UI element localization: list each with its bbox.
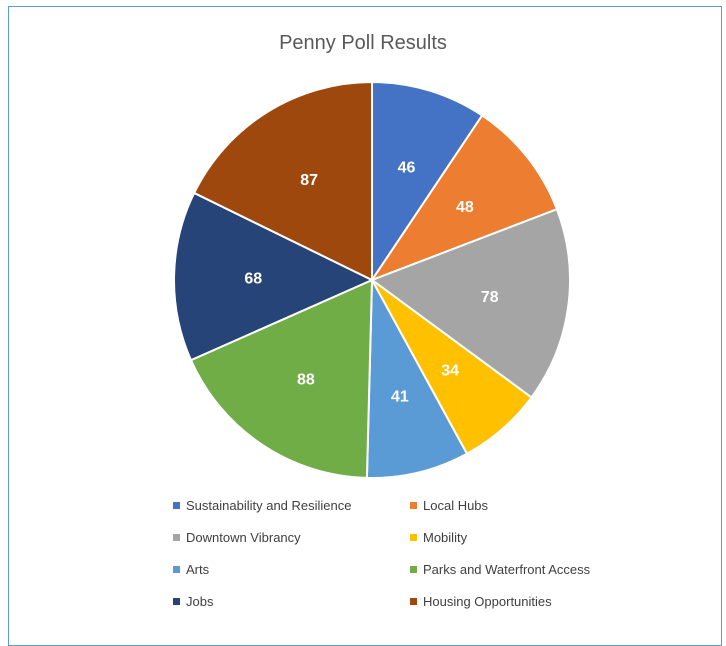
data-label: 41 [391,388,409,405]
legend-swatch [173,534,180,541]
pie-slice-downtown-vibrancy [369,207,571,399]
legend-swatch [173,502,180,509]
legend-label: Sustainability and Resilience [186,498,352,513]
data-label: 78 [481,289,499,306]
legend-swatch [410,502,417,509]
pie-slice-local-hubs [369,114,559,283]
chart-title: Penny Poll Results [279,32,447,54]
legend-item: Sustainability and Resilience [173,498,351,513]
legend-swatch [410,598,417,605]
data-label: 46 [398,159,416,176]
legend-item: Jobs [173,594,213,609]
legend-swatch [410,534,417,541]
legend-label: Jobs [186,594,214,609]
legend-item: Mobility [410,530,467,545]
data-label: 34 [441,362,459,379]
pie-slice-sustainability-and-resilience [371,80,484,284]
data-label: 87 [300,172,318,189]
data-label: 88 [297,372,315,389]
legend-label: Parks and Waterfront Access [423,562,591,577]
legend-item: Housing Opportunities [410,594,552,609]
legend-item: Downtown Vibrancy [173,530,301,545]
legend-label: Housing Opportunities [423,594,552,609]
pie-slice-parks-and-waterfront-access [189,278,374,479]
pie-slice-arts [365,276,469,479]
data-label: 68 [244,271,262,288]
legend-label: Arts [186,562,210,577]
pie-slice-housing-opportunities [192,80,373,282]
legend-label: Downtown Vibrancy [186,530,301,545]
legend-item: Parks and Waterfront Access [410,562,590,577]
legend-swatch [173,566,180,573]
legend-label: Mobility [423,530,468,545]
legend-swatch [173,598,180,605]
legend-item: Arts [173,562,209,577]
legend-label: Local Hubs [423,498,489,513]
legend-swatch [410,566,417,573]
legend-item: Local Hubs [410,498,488,513]
pie-slice-jobs [173,191,375,362]
data-label: 48 [456,199,474,216]
